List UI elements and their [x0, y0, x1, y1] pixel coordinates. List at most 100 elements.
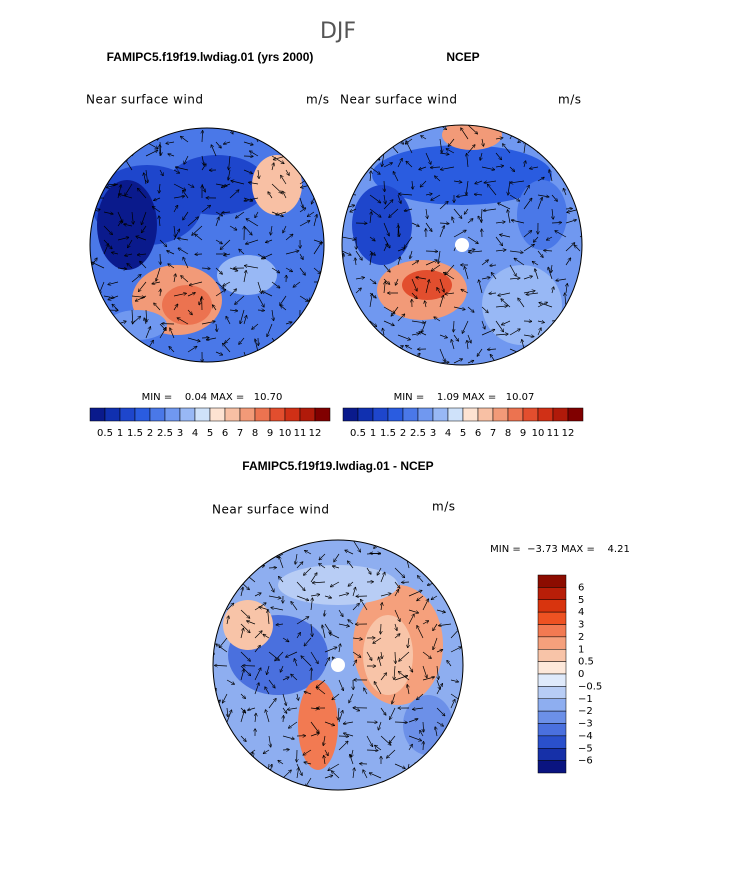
wind-vector — [113, 352, 118, 361]
wind-vector — [562, 329, 566, 335]
wind-vector — [561, 321, 566, 327]
wind-vector — [207, 124, 216, 128]
wind-vector — [297, 324, 300, 332]
colorbar-box — [478, 408, 493, 421]
wind-vector — [314, 310, 322, 315]
wind-vector — [370, 343, 371, 349]
colorbar-box — [210, 408, 225, 421]
colorbar-label: 3 — [430, 428, 436, 439]
wind-vector — [82, 309, 90, 310]
wind-vector — [314, 312, 321, 324]
colorbar-box — [315, 408, 330, 421]
wind-vector — [531, 363, 538, 370]
wind-vector — [384, 349, 392, 351]
colorbar-box — [105, 408, 120, 421]
colorbar-label: 4 — [192, 428, 198, 439]
wind-vector — [252, 768, 255, 778]
wind-vector — [395, 546, 396, 554]
contour-region — [107, 310, 167, 340]
wind-vector — [409, 540, 416, 549]
wind-vector — [565, 363, 566, 376]
stats-label: MIN = 1.09 MAX = 10.07 — [394, 392, 535, 403]
colorbar-box — [538, 649, 566, 661]
wind-vector — [538, 125, 546, 134]
wind-vector — [152, 352, 160, 358]
wind-vector — [579, 185, 580, 195]
wind-vector — [571, 138, 580, 139]
colorbar-label: 2.5 — [410, 428, 426, 439]
wind-vector — [419, 114, 426, 125]
wind-vector — [96, 139, 104, 142]
wind-vector — [207, 617, 213, 624]
colorbar-box — [285, 408, 300, 421]
wind-vector — [454, 118, 456, 125]
wind-vector — [241, 750, 246, 756]
units-label: m/s — [432, 500, 455, 514]
wind-vector — [89, 288, 90, 296]
wind-vector — [311, 331, 314, 338]
wind-vector — [203, 602, 213, 610]
colorbar-label: 6 — [578, 582, 584, 593]
colorbar-box — [300, 408, 315, 421]
wind-vector — [395, 540, 403, 544]
polar-map — [201, 527, 463, 790]
wind-vector — [352, 309, 356, 321]
figure-title: DJF — [320, 19, 356, 44]
colorbar-box — [538, 711, 566, 723]
colorbar-label: 2 — [147, 428, 153, 439]
wind-vector — [283, 533, 285, 540]
wind-vector — [566, 125, 569, 135]
wind-vector — [81, 184, 90, 185]
wind-vector — [342, 191, 350, 195]
stats-label: MIN = −3.73 MAX = 4.21 — [490, 544, 630, 555]
colorbar-label: 9 — [520, 428, 526, 439]
wind-vector — [437, 568, 443, 577]
wind-vector — [255, 553, 266, 554]
colorbar-box — [538, 674, 566, 686]
wind-vector — [250, 531, 255, 540]
wind-vector — [524, 363, 530, 366]
colorbar-box — [538, 625, 566, 637]
wind-vector — [284, 338, 286, 348]
wind-vector — [573, 150, 580, 153]
wind-vector — [356, 349, 359, 356]
wind-vector — [227, 768, 229, 778]
colorbar-label: 12 — [309, 428, 322, 439]
contour-region — [223, 600, 273, 650]
colorbar-box — [553, 408, 568, 421]
panel-title: FAMIPC5.f19f19.lwdiag.01 - NCEP — [242, 459, 433, 473]
colorbar-label: 8 — [505, 428, 511, 439]
wind-vector — [206, 680, 213, 682]
wind-vector — [353, 157, 356, 167]
wind-vector — [552, 335, 563, 340]
colorbar-box — [343, 408, 358, 421]
wind-vector — [451, 722, 454, 732]
wind-vector — [115, 159, 118, 170]
variable-label: Near surface wind — [340, 93, 458, 107]
colorbar-label: 7 — [490, 428, 496, 439]
wind-vector — [340, 113, 342, 125]
panel-title: FAMIPC5.f19f19.lwdiag.01 (yrs 2000) — [107, 50, 314, 64]
wind-vector — [348, 363, 356, 367]
wind-vector — [342, 142, 346, 153]
colorbar-box — [463, 408, 478, 421]
wind-vector — [566, 167, 573, 172]
wind-vector — [292, 151, 300, 156]
wind-vector — [417, 540, 423, 548]
wind-vector — [265, 352, 272, 361]
wind-vector — [206, 540, 213, 544]
variable-label: Near surface wind — [86, 93, 204, 107]
wind-vector — [222, 590, 227, 596]
colorbar-label: −6 — [578, 756, 593, 767]
contour-region — [517, 180, 567, 250]
colorbar-box — [240, 408, 255, 421]
maps — [80, 113, 593, 790]
wind-vector — [263, 535, 269, 540]
colorbar-label: 1 — [117, 428, 123, 439]
wind-vector — [384, 123, 398, 125]
wind-vector — [227, 548, 237, 554]
colorbar-label: 2.5 — [157, 428, 173, 439]
wind-vector — [97, 338, 104, 348]
wind-vector — [355, 181, 356, 187]
colorbar-label: 5 — [460, 428, 466, 439]
